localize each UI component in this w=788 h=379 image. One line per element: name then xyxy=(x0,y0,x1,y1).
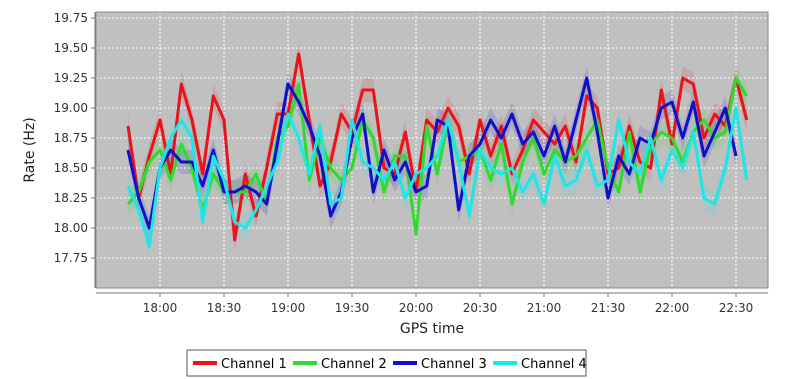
y-tick-label: 19.50 xyxy=(54,41,88,55)
x-tick-label: 22:00 xyxy=(655,301,690,315)
series-line-4 xyxy=(126,106,749,248)
x-tick-label: 21:30 xyxy=(591,301,626,315)
x-tick-label: 19:30 xyxy=(335,301,370,315)
x-axis-title: GPS time xyxy=(400,321,464,337)
legend-label-4: Channel 4 xyxy=(521,357,587,372)
legend-label-2: Channel 2 xyxy=(321,357,387,372)
y-tick-label: 19.25 xyxy=(54,71,88,85)
legend-label-1: Channel 1 xyxy=(221,357,287,372)
series-lines xyxy=(126,52,749,248)
legend: Channel 1 Channel 2 Channel 3 Channel 4 xyxy=(186,349,587,377)
y-tick-label: 18.50 xyxy=(54,161,88,175)
y-tick-label: 18.00 xyxy=(54,221,88,235)
series-band-1 xyxy=(128,42,747,252)
y-tick-label: 19.75 xyxy=(54,11,88,25)
x-tick-label: 20:30 xyxy=(463,301,498,315)
y-tick-label: 18.75 xyxy=(54,131,88,145)
series-line-3 xyxy=(126,76,738,230)
x-tick-label: 19:00 xyxy=(271,301,306,315)
y-tick-label: 18.25 xyxy=(54,191,88,205)
x-tick-label: 22:30 xyxy=(719,301,754,315)
y-tick-label: 17.75 xyxy=(54,251,88,265)
x-axis: 18:00 18:30 19:00 19:30 20:00 20:30 21:00 21:30… xyxy=(96,292,768,315)
legend-box xyxy=(186,349,587,377)
plot-border xyxy=(95,11,769,289)
y-axis: 17.75 18.00 18.25 18.50 18.75 19.00 19.25 19.50… xyxy=(54,11,96,288)
y-tick-label: 19.00 xyxy=(54,101,88,115)
y-axis-title: Rate (Hz) xyxy=(22,117,38,182)
x-tick-label: 21:00 xyxy=(527,301,562,315)
x-tick-label: 18:30 xyxy=(207,301,242,315)
x-tick-label: 18:00 xyxy=(143,301,178,315)
x-tick-label: 20:00 xyxy=(399,301,434,315)
legend-label-3: Channel 3 xyxy=(421,357,487,372)
